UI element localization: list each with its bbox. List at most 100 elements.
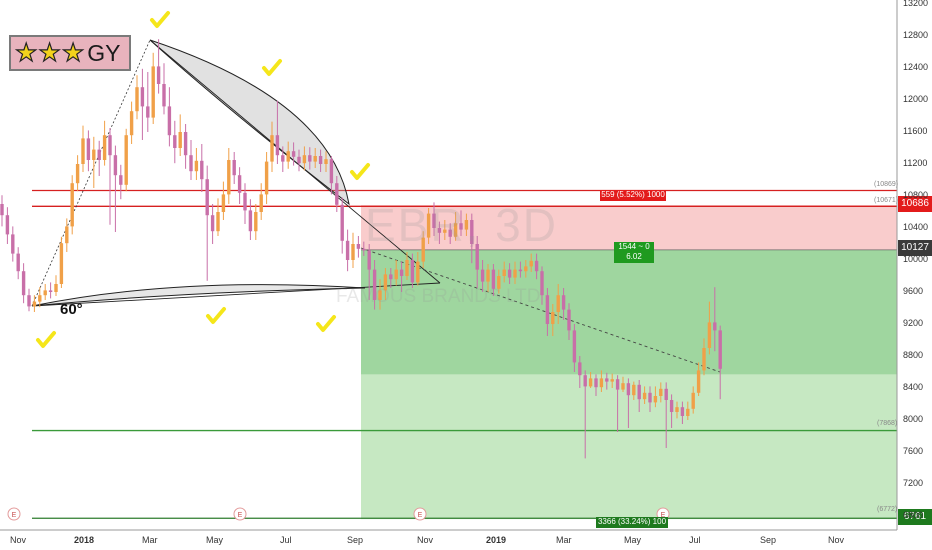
- earnings-event-icon: [233, 507, 247, 521]
- candle-body: [302, 155, 307, 164]
- candle-body: [0, 204, 4, 216]
- candle-body: [443, 229, 447, 233]
- candle-body: [97, 149, 101, 160]
- level-value: (10869): [874, 181, 899, 188]
- candle-body: [21, 271, 26, 296]
- candle-body: [691, 392, 695, 409]
- star-icon: ★: [38, 38, 62, 67]
- candle-body: [626, 383, 631, 396]
- candle-body: [324, 159, 328, 164]
- candle-body: [340, 204, 344, 241]
- candle-body: [183, 132, 188, 156]
- time-tick-label: Mar: [142, 535, 158, 545]
- price-tick-label: 8000: [903, 414, 924, 424]
- candle-body: [264, 161, 269, 195]
- candle-body: [54, 284, 58, 292]
- time-tick-label: May: [624, 535, 642, 545]
- candle-body: [702, 348, 706, 371]
- candle-body: [356, 244, 361, 249]
- watermark-symbol: EBR, 3D: [365, 199, 558, 251]
- time-tick-label: Jul: [280, 535, 292, 545]
- candle-body: [540, 271, 544, 296]
- candle-body: [507, 269, 512, 278]
- candle-body: [48, 290, 53, 292]
- level-value: (7868): [877, 420, 898, 427]
- check-icon: [150, 11, 170, 28]
- time-tick-label: Nov: [10, 535, 27, 545]
- candle-body: [102, 135, 107, 160]
- check-icon: [316, 315, 336, 332]
- price-tick-label: 11600: [903, 126, 928, 136]
- candle-body: [718, 330, 722, 369]
- candle-body: [372, 269, 377, 300]
- candle-body: [421, 237, 425, 262]
- candle-body: [43, 290, 47, 296]
- check-icon: [36, 331, 56, 348]
- price-tick-label: 9600: [903, 286, 924, 296]
- candle-body: [572, 330, 577, 363]
- candle-body: [632, 384, 636, 396]
- candle-body: [475, 244, 479, 270]
- candle-body: [135, 87, 139, 112]
- candle-body: [248, 210, 253, 232]
- price-tick-label: 7600: [903, 446, 924, 456]
- price-tick-label: 7200: [903, 478, 924, 488]
- candle-body: [599, 378, 604, 388]
- time-tick-label: Nov: [828, 535, 845, 545]
- candle-body: [216, 212, 220, 232]
- candle-body: [173, 135, 177, 148]
- candle-body: [680, 407, 685, 416]
- check-icon: [206, 307, 226, 324]
- candle-body: [659, 388, 663, 396]
- price-tick-label: 10000: [903, 254, 929, 264]
- time-tick-label: Jul: [689, 535, 701, 545]
- candle-body: [81, 138, 85, 164]
- candle-body: [318, 156, 323, 164]
- candle-body: [124, 135, 128, 185]
- candle-body: [5, 215, 10, 235]
- price-tick-label: 9200: [903, 318, 924, 328]
- badge-text: GY: [87, 39, 121, 66]
- candle-body: [378, 290, 382, 300]
- earnings-event-letter: E: [12, 512, 17, 519]
- candle-body: [448, 229, 452, 237]
- candle-body: [605, 378, 609, 382]
- candle-body: [237, 175, 242, 193]
- candle-body: [167, 106, 172, 136]
- candle-body: [502, 269, 506, 276]
- candle-body: [329, 159, 334, 184]
- candle-body: [416, 261, 420, 283]
- candle-body: [696, 370, 701, 393]
- candle-body: [513, 269, 517, 278]
- time-tick-label: Nov: [417, 535, 434, 545]
- rr-line-2: 6.02: [626, 252, 642, 261]
- candle-body: [286, 151, 290, 162]
- candle-body: [65, 226, 69, 244]
- candle-body: [151, 66, 155, 118]
- candle-body: [243, 192, 247, 211]
- candle-body: [291, 151, 296, 157]
- trend-dotted-line: [31, 39, 151, 307]
- candle-body: [194, 160, 199, 172]
- level-value: (10671): [874, 197, 899, 204]
- price-tick-label: 6800: [903, 510, 924, 520]
- earnings-event-letter: E: [661, 512, 666, 519]
- candle-body: [351, 244, 355, 260]
- candle-body: [162, 84, 166, 107]
- candle-body: [11, 234, 15, 254]
- candle-body: [675, 407, 679, 412]
- candle-body: [426, 213, 431, 238]
- candle-body: [200, 160, 204, 180]
- trend-line: [149, 39, 441, 284]
- candle-body: [313, 156, 317, 162]
- price-tick-label: 12400: [903, 62, 929, 72]
- candle-body: [345, 240, 350, 260]
- time-tick-label: Sep: [760, 535, 777, 545]
- price-tick-label: 13200: [903, 0, 929, 8]
- candle-body: [615, 379, 620, 390]
- candle-body: [86, 138, 91, 160]
- candle-body: [410, 260, 415, 283]
- reward-label: 3366 (33.24%) 100: [596, 517, 668, 528]
